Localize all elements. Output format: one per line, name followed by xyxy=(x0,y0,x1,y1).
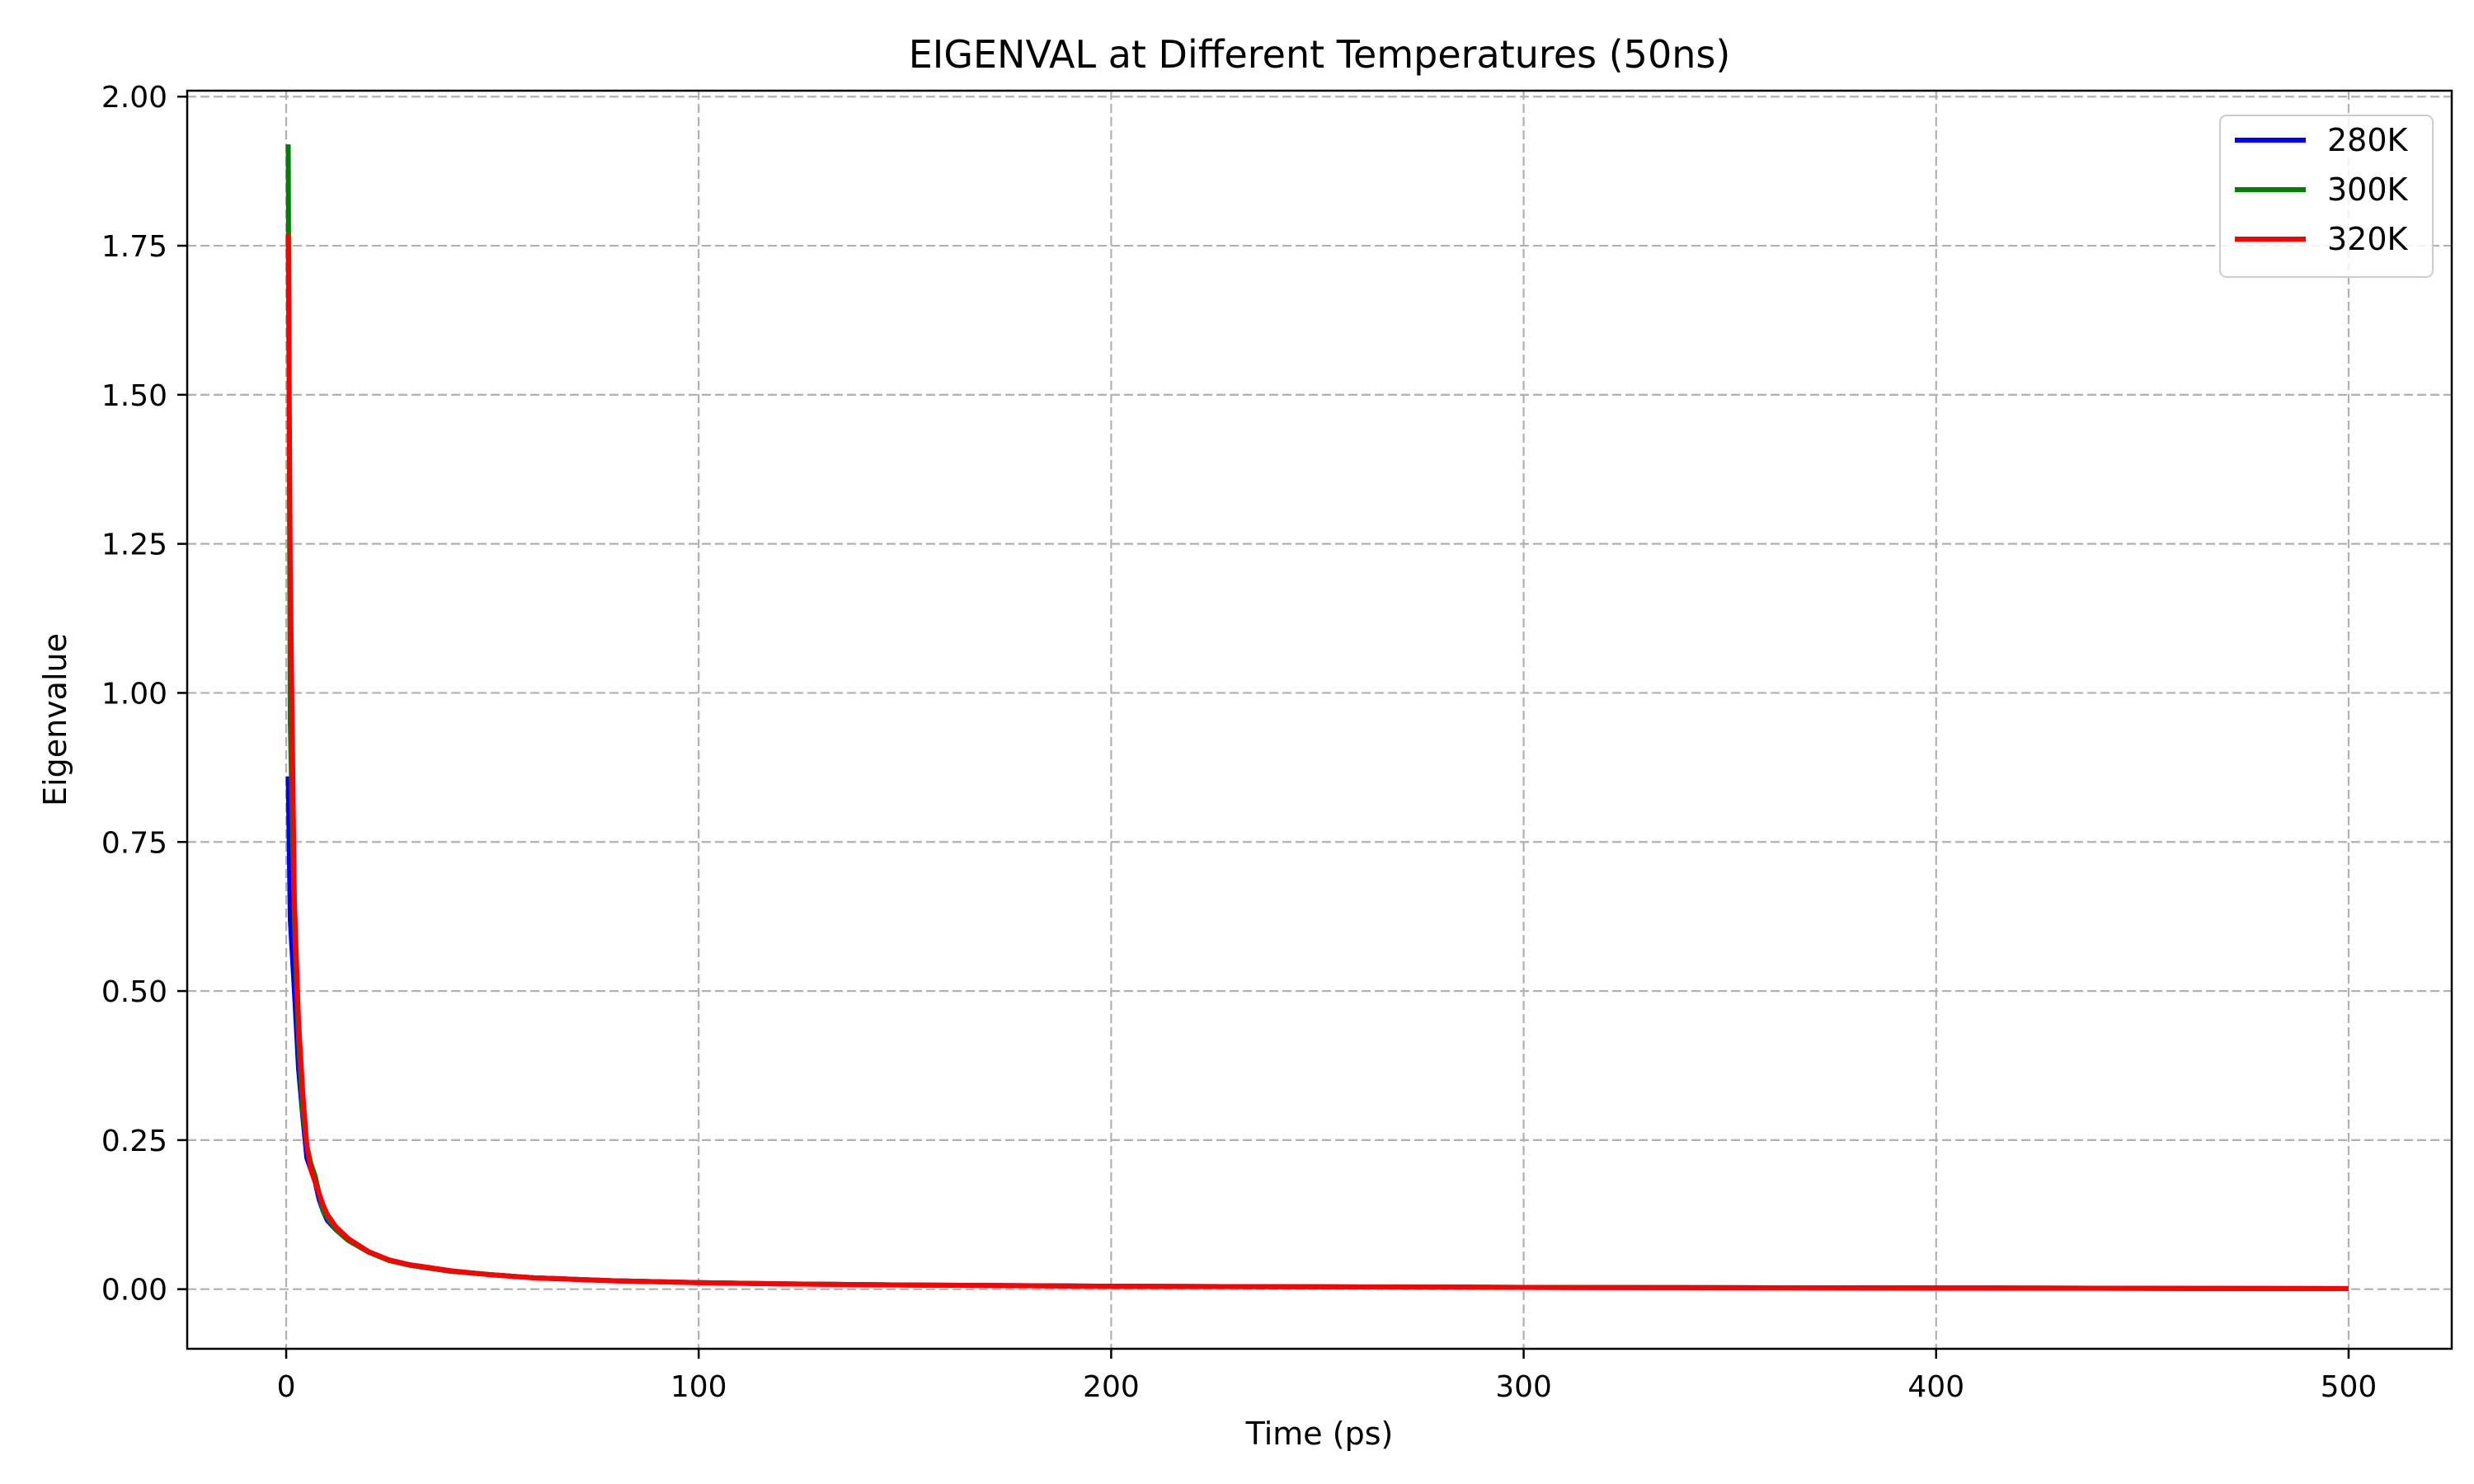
series-line-320K xyxy=(285,233,2349,1291)
series-group xyxy=(285,144,2349,1291)
x-tick-label: 200 xyxy=(1083,1370,1140,1404)
y-tick-label: 0.75 xyxy=(101,826,167,860)
y-tick-label: 1.25 xyxy=(101,528,167,562)
y-tick-label: 0.50 xyxy=(101,975,167,1009)
y-tick-label: 0.25 xyxy=(101,1125,167,1158)
ticks: 0 100 200 300 400 500 0.00 0.25 0.50 0.75 1.00 1.25… xyxy=(101,81,2377,1404)
y-tick-label: 1.75 xyxy=(101,230,167,264)
x-axis-label: Time (ps) xyxy=(1245,1416,1394,1452)
y-axis-label: Eigenvalue xyxy=(37,633,73,806)
y-tick-label: 0.00 xyxy=(101,1274,167,1308)
legend-label-300K: 300K xyxy=(2327,171,2409,208)
legend-label-280K: 280K xyxy=(2327,122,2409,158)
x-tick-label: 0 xyxy=(277,1370,296,1404)
y-tick-label: 1.00 xyxy=(101,677,167,711)
x-tick-label: 500 xyxy=(2321,1370,2378,1404)
plot-frame xyxy=(186,89,2453,1350)
y-tick-label: 2.00 xyxy=(101,81,167,115)
legend: 280K 300K 320K xyxy=(2219,115,2434,278)
chart-title: EIGENVAL at Different Temperatures (50ns… xyxy=(909,32,1731,77)
x-tick-label: 300 xyxy=(1495,1370,1552,1404)
x-tick-label: 400 xyxy=(1907,1370,1964,1404)
x-tick-label: 100 xyxy=(670,1370,727,1404)
y-tick-label: 1.50 xyxy=(101,379,167,413)
legend-label-320K: 320K xyxy=(2327,221,2409,257)
